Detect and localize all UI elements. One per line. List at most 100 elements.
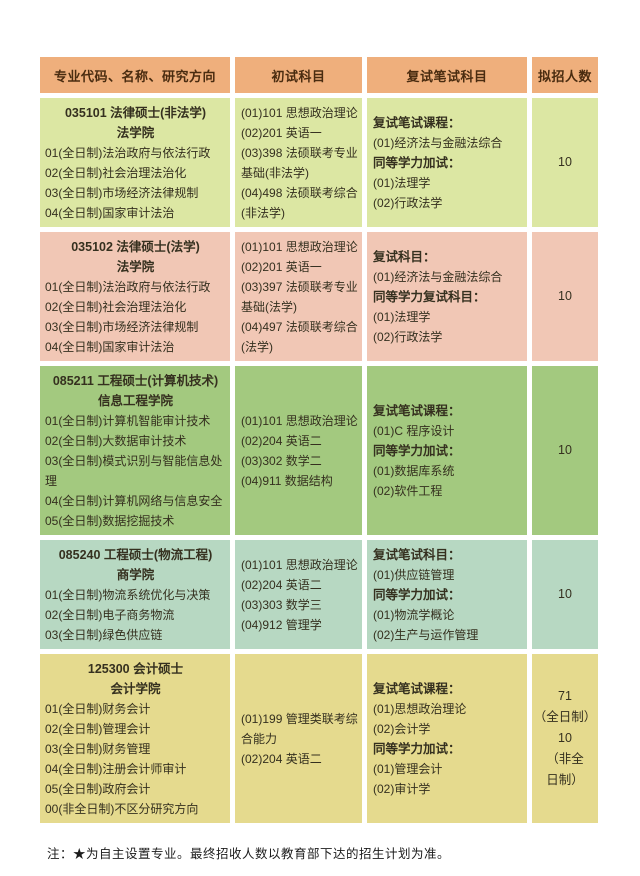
direction-item: 00(非全日制)不区分研究方向	[45, 802, 199, 816]
program-title: 125300 会计硕士	[87, 662, 184, 676]
retest-subjects-cell: 复试笔试课程： (01)C 程序设计 同等学力加试： (01)数据库系统 (02)软件工…	[367, 366, 527, 535]
initial-subject-item: (01)101 思想政治理论	[241, 557, 358, 572]
initial-subject-item: (04)912 管理学	[241, 617, 322, 632]
direction-item: 02(全日制)电子商务物流	[45, 608, 175, 622]
initial-subject-item: (02)204 英语二	[241, 751, 322, 766]
retest-section-label: 同等学力加试：	[373, 587, 461, 602]
direction-item: 03(全日制)模式识别与智能信息处理	[45, 454, 223, 488]
program-title: 085211 工程硕士(计算机技术)	[52, 374, 219, 388]
direction-item: 01(全日制)法治政府与依法行政	[45, 146, 211, 160]
program-cell: 085211 工程硕士(计算机技术) 信息工程学院 01(全日制)计算机智能审计…	[40, 366, 230, 535]
footnote: 注：★为自主设置专业。最终招收人数以教育部下达的招生计划为准。	[47, 847, 451, 861]
retest-section-label: 同等学力加试：	[373, 741, 461, 756]
college-name: 信息工程学院	[97, 394, 173, 408]
retest-subjects-cell: 复试笔试科目： (01)供应链管理 同等学力加试： (01)物流学概论 (02)生产与运…	[367, 540, 527, 649]
direction-item: 03(全日制)绿色供应链	[45, 628, 163, 642]
direction-item: 05(全日制)数据挖掘技术	[45, 514, 175, 528]
program-title: 085240 工程硕士(物流工程)	[58, 548, 213, 562]
table-row: 085211 工程硕士(计算机技术) 信息工程学院 01(全日制)计算机智能审计…	[40, 366, 600, 535]
direction-item: 01(全日制)物流系统优化与决策	[45, 588, 211, 602]
quota-line: 10	[558, 289, 572, 303]
quota-line: 10	[558, 587, 572, 601]
initial-subject-item: (02)201 英语一	[241, 125, 322, 140]
direction-item: 02(全日制)社会治理法治化	[45, 166, 187, 180]
college-name: 法学院	[116, 126, 155, 140]
retest-section-label: 复试笔试课程：	[373, 115, 461, 130]
directions-list: 01(全日制)法治政府与依法行政 02(全日制)社会治理法治化 03(全日制)市场经…	[45, 143, 226, 223]
header-col-initial-subjects: 初试科目	[235, 57, 362, 93]
initial-subject-item: (03)302 数学二	[241, 453, 322, 468]
direction-item: 04(全日制)注册会计师审计	[45, 762, 187, 776]
direction-item: 01(全日制)财务会计	[45, 702, 151, 716]
retest-subject-item: (01)经济法与金融法综合	[373, 269, 503, 284]
direction-item: 02(全日制)大数据审计技术	[45, 434, 187, 448]
initial-subject-item: (01)101 思想政治理论	[241, 105, 358, 120]
direction-item: 02(全日制)社会治理法治化	[45, 300, 187, 314]
initial-subjects-cell: (01)101 思想政治理论 (02)204 英语二 (03)303 数学三 (04)…	[235, 540, 362, 649]
college-name: 会计学院	[110, 682, 161, 696]
direction-item: 04(全日制)国家审计法治	[45, 206, 175, 220]
initial-subject-item: (02)204 英语二	[241, 577, 322, 592]
retest-section-label: 复试科目：	[373, 249, 436, 264]
initial-subject-item: (01)101 思想政治理论	[241, 413, 358, 428]
retest-section-label: 同等学力加试：	[373, 443, 461, 458]
initial-subject-item: (01)101 思想政治理论	[241, 239, 358, 254]
initial-subjects-cell: (01)199 管理类联考综合能力 (02)204 英语二	[235, 654, 362, 823]
quota-cell: 10	[532, 540, 598, 649]
retest-subjects-cell: 复试笔试课程： (01)思想政治理论 (02)会计学 同等学力加试： (01)管理会计 (…	[367, 654, 527, 823]
initial-subject-item: (04)497 法硕联考综合(法学)	[241, 319, 358, 354]
header-col-retest-subjects: 复试笔试科目	[367, 57, 527, 93]
college-name: 商学院	[116, 568, 155, 582]
initial-subject-item: (02)204 英语二	[241, 433, 322, 448]
directions-list: 01(全日制)法治政府与依法行政 02(全日制)社会治理法治化 03(全日制)市场经…	[45, 277, 226, 357]
retest-subject-item: (01)供应链管理	[373, 567, 455, 582]
initial-subject-item: (01)199 管理类联考综合能力	[241, 711, 358, 746]
direction-item: 03(全日制)财务管理	[45, 742, 151, 756]
retest-subject-item: (01)管理会计	[373, 761, 443, 776]
retest-section-label: 同等学力复试科目：	[373, 289, 486, 304]
retest-subject-item: (02)会计学	[373, 721, 431, 736]
retest-section-label: 同等学力加试：	[373, 155, 461, 170]
retest-subject-item: (01)C 程序设计	[373, 423, 455, 438]
quota-line: （非全	[546, 752, 584, 766]
direction-item: 04(全日制)国家审计法治	[45, 340, 175, 354]
quota-cell: 71 （全日制） 10 （非全 日制）	[532, 654, 598, 823]
retest-subject-item: (02)行政法学	[373, 195, 443, 210]
table-row: 035102 法律硕士(法学) 法学院 01(全日制)法治政府与依法行政 02(全…	[40, 232, 600, 361]
initial-subject-item: (03)303 数学三	[241, 597, 322, 612]
header-col-program: 专业代码、名称、研究方向	[40, 57, 230, 93]
retest-section-label: 复试笔试课程：	[373, 403, 461, 418]
admissions-table: 专业代码、名称、研究方向 初试科目 复试笔试科目 拟招人数 035101 法律硕…	[40, 57, 600, 823]
direction-item: 05(全日制)政府会计	[45, 782, 151, 796]
college-name: 法学院	[116, 260, 155, 274]
retest-subject-item: (02)软件工程	[373, 483, 443, 498]
direction-item: 01(全日制)法治政府与依法行政	[45, 280, 211, 294]
initial-subject-item: (04)498 法硕联考综合(非法学)	[241, 185, 358, 220]
program-title: 035102 法律硕士(法学)	[71, 240, 200, 254]
directions-list: 01(全日制)物流系统优化与决策 02(全日制)电子商务物流 03(全日制)绿色供应…	[45, 585, 226, 645]
retest-subject-item: (01)物流学概论	[373, 607, 455, 622]
directions-list: 01(全日制)财务会计 02(全日制)管理会计 03(全日制)财务管理 04(全日制)…	[45, 699, 226, 819]
direction-item: 03(全日制)市场经济法律规制	[45, 320, 199, 334]
direction-item: 03(全日制)市场经济法律规制	[45, 186, 199, 200]
table-body: 035101 法律硕士(非法学) 法学院 01(全日制)法治政府与依法行政 02(…	[40, 98, 600, 823]
direction-item: 04(全日制)计算机网络与信息安全	[45, 494, 223, 508]
retest-subject-item: (02)审计学	[373, 781, 431, 796]
quota-line: 日制）	[546, 773, 584, 787]
retest-section-label: 复试笔试科目：	[373, 547, 461, 562]
retest-subject-item: (01)数据库系统	[373, 463, 455, 478]
directions-list: 01(全日制)计算机智能审计技术 02(全日制)大数据审计技术 03(全日制)模式识…	[45, 411, 226, 531]
initial-subject-item: (02)201 英语一	[241, 259, 322, 274]
table-row: 125300 会计硕士 会计学院 01(全日制)财务会计 02(全日制)管理会计 0…	[40, 654, 600, 823]
retest-subject-item: (02)生产与运作管理	[373, 627, 479, 642]
quota-line: 10	[558, 155, 572, 169]
table-row: 035101 法律硕士(非法学) 法学院 01(全日制)法治政府与依法行政 02(…	[40, 98, 600, 227]
retest-section-label: 复试笔试课程：	[373, 681, 461, 696]
initial-subjects-cell: (01)101 思想政治理论 (02)201 英语一 (03)398 法硕联考专业基…	[235, 98, 362, 227]
retest-subject-item: (01)法理学	[373, 175, 431, 190]
retest-subjects-cell: 复试科目： (01)经济法与金融法综合 同等学力复试科目： (01)法理学 (02)行政…	[367, 232, 527, 361]
initial-subjects-cell: (01)101 思想政治理论 (02)201 英语一 (03)397 法硕联考专业基…	[235, 232, 362, 361]
retest-subjects-cell: 复试笔试课程： (01)经济法与金融法综合 同等学力加试： (01)法理学 (02)行政…	[367, 98, 527, 227]
retest-subject-item: (01)经济法与金融法综合	[373, 135, 503, 150]
